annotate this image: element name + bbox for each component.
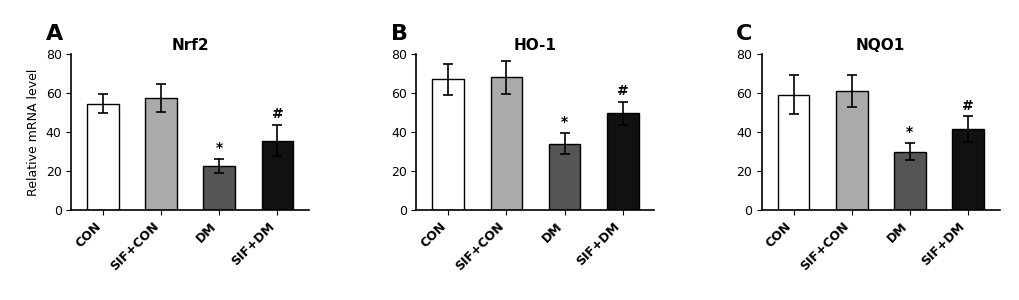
Bar (203, 166, 235, 210)
Text: B: B (390, 24, 408, 44)
Bar (893, 152, 924, 210)
Title: NQO1: NQO1 (855, 38, 904, 53)
Bar (146, 98, 177, 210)
Bar (548, 144, 580, 210)
Bar (606, 113, 638, 210)
Text: *: * (905, 125, 912, 139)
Title: Nrf2: Nrf2 (171, 38, 209, 53)
Text: C: C (736, 24, 752, 44)
Text: #: # (961, 98, 972, 112)
Title: HO-1: HO-1 (514, 38, 556, 53)
Bar (951, 129, 982, 210)
Bar (261, 141, 293, 210)
Text: #: # (271, 107, 283, 121)
Bar (835, 91, 867, 210)
Text: *: * (560, 115, 568, 129)
Bar (490, 77, 522, 210)
Bar (776, 95, 809, 210)
Text: #: # (616, 84, 628, 98)
Text: A: A (46, 24, 63, 44)
Bar (432, 80, 464, 210)
Bar (88, 104, 119, 210)
Y-axis label: Relative mRNA level: Relative mRNA level (28, 68, 40, 196)
Text: *: * (216, 141, 223, 155)
